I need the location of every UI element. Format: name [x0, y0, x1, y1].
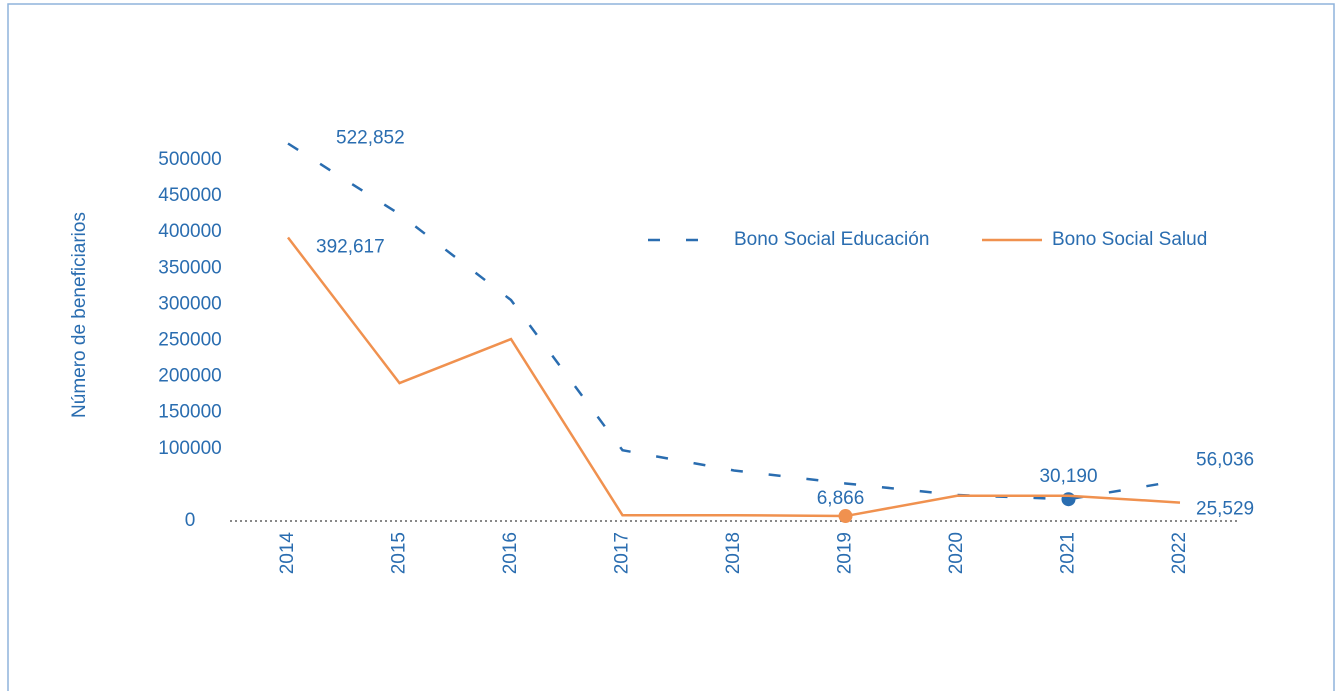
x-tick-label: 2018 [723, 532, 744, 574]
series-line [287, 236, 1181, 518]
series-line [287, 142, 1181, 501]
y-tick-label: 150000 [158, 402, 221, 423]
legend-label: Bono Social Salud [1052, 229, 1207, 250]
frame [7, 3, 1335, 691]
data-label: 30,190 [1039, 466, 1097, 487]
x-tick-label: 2020 [946, 532, 967, 574]
y-tick-label: 250000 [158, 330, 221, 351]
y-tick-label: 450000 [158, 185, 221, 206]
point-marker [838, 509, 853, 524]
y-tick-label: 350000 [158, 257, 221, 278]
legend-label: Bono Social Educación [734, 229, 929, 250]
y-tick-label: 100000 [158, 438, 221, 459]
x-tick-label: 2021 [1058, 532, 1079, 574]
point-marker [1061, 492, 1076, 507]
y-tick-label: 400000 [158, 221, 221, 242]
y-axis-label: Número de beneficiarios [69, 212, 90, 418]
x-tick-label: 2015 [389, 532, 410, 574]
data-label: 6,866 [817, 488, 865, 509]
y-tick-label: 500000 [158, 149, 221, 170]
y-tick-label: 300000 [158, 293, 221, 314]
x-tick-label: 2014 [277, 532, 298, 575]
x-tick-label: 2016 [500, 532, 521, 574]
data-label: 392,617 [316, 237, 385, 258]
data-label: 56,036 [1196, 450, 1254, 471]
x-tick-label: 2017 [612, 532, 633, 574]
x-tick-label: 2022 [1169, 532, 1190, 574]
y-tick-label: 0 [185, 510, 196, 531]
data-label: 25,529 [1196, 499, 1254, 520]
data-label: 522,852 [336, 128, 405, 149]
x-tick-label: 2019 [835, 532, 856, 574]
y-tick-label: 200000 [158, 366, 221, 387]
